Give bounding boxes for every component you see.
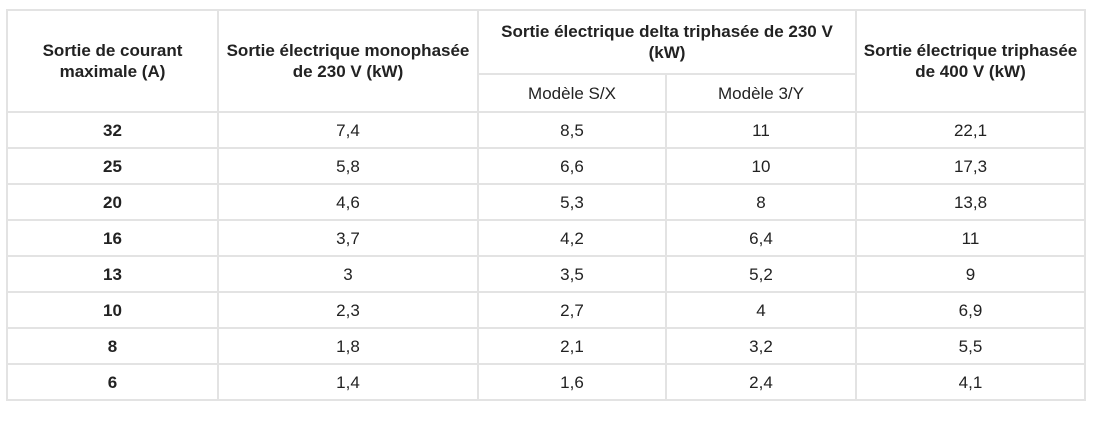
cell-three-phase-400v: 6,9	[855, 291, 1086, 329]
cell-model-3y: 8	[665, 183, 857, 221]
table-row: 16 3,7 4,2 6,4 11	[6, 219, 1086, 257]
cell-model-3y: 10	[665, 147, 857, 185]
table-body: 32 7,4 8,5 11 22,1 25 5,8 6,6 10 17,3 20 4,6 5,3 8 13,…	[6, 111, 1086, 401]
cell-max-current: 13	[6, 255, 219, 293]
cell-three-phase-400v: 17,3	[855, 147, 1086, 185]
table-row: 32 7,4 8,5 11 22,1	[6, 111, 1086, 149]
header-single-phase-230v: Sortie électrique monophasée de 230 V (k…	[217, 9, 479, 113]
cell-max-current: 6	[6, 363, 219, 401]
cell-model-3y: 2,4	[665, 363, 857, 401]
cell-model-3y: 3,2	[665, 327, 857, 365]
cell-three-phase-400v: 13,8	[855, 183, 1086, 221]
header-row: Sortie de courant maximale (A) Sortie él…	[6, 9, 1086, 113]
cell-model-sx: 2,1	[477, 327, 667, 365]
header-delta-three-phase-230v: Sortie électrique delta triphasée de 230…	[477, 9, 857, 75]
cell-model-sx: 4,2	[477, 219, 667, 257]
table-header: Sortie de courant maximale (A) Sortie él…	[6, 9, 1086, 113]
cell-max-current: 20	[6, 183, 219, 221]
cell-single-phase-230v: 4,6	[217, 183, 479, 221]
cell-single-phase-230v: 5,8	[217, 147, 479, 185]
power-output-table: Sortie de courant maximale (A) Sortie él…	[6, 9, 1086, 401]
cell-model-3y: 5,2	[665, 255, 857, 293]
header-three-phase-400v: Sortie électrique triphasée de 400 V (kW…	[855, 9, 1086, 113]
cell-model-3y: 11	[665, 111, 857, 149]
header-max-current: Sortie de courant maximale (A)	[6, 9, 219, 113]
table-row: 20 4,6 5,3 8 13,8	[6, 183, 1086, 221]
header-model-sx: Modèle S/X	[477, 73, 667, 113]
cell-single-phase-230v: 3,7	[217, 219, 479, 257]
table-row: 25 5,8 6,6 10 17,3	[6, 147, 1086, 185]
cell-single-phase-230v: 1,4	[217, 363, 479, 401]
cell-model-sx: 3,5	[477, 255, 667, 293]
cell-single-phase-230v: 3	[217, 255, 479, 293]
table-row: 8 1,8 2,1 3,2 5,5	[6, 327, 1086, 365]
cell-model-sx: 6,6	[477, 147, 667, 185]
header-model-3y: Modèle 3/Y	[665, 73, 857, 113]
cell-model-3y: 4	[665, 291, 857, 329]
cell-max-current: 32	[6, 111, 219, 149]
cell-three-phase-400v: 9	[855, 255, 1086, 293]
cell-three-phase-400v: 4,1	[855, 363, 1086, 401]
table-row: 6 1,4 1,6 2,4 4,1	[6, 363, 1086, 401]
cell-max-current: 8	[6, 327, 219, 365]
cell-three-phase-400v: 11	[855, 219, 1086, 257]
cell-model-sx: 1,6	[477, 363, 667, 401]
cell-model-3y: 6,4	[665, 219, 857, 257]
cell-max-current: 16	[6, 219, 219, 257]
cell-single-phase-230v: 2,3	[217, 291, 479, 329]
cell-model-sx: 8,5	[477, 111, 667, 149]
cell-model-sx: 5,3	[477, 183, 667, 221]
cell-model-sx: 2,7	[477, 291, 667, 329]
cell-three-phase-400v: 5,5	[855, 327, 1086, 365]
cell-three-phase-400v: 22,1	[855, 111, 1086, 149]
cell-max-current: 10	[6, 291, 219, 329]
header-subrow: Modèle S/X Modèle 3/Y	[7, 73, 1085, 113]
cell-max-current: 25	[6, 147, 219, 185]
table-row: 10 2,3 2,7 4 6,9	[6, 291, 1086, 329]
cell-single-phase-230v: 1,8	[217, 327, 479, 365]
table-row: 13 3 3,5 5,2 9	[6, 255, 1086, 293]
cell-single-phase-230v: 7,4	[217, 111, 479, 149]
